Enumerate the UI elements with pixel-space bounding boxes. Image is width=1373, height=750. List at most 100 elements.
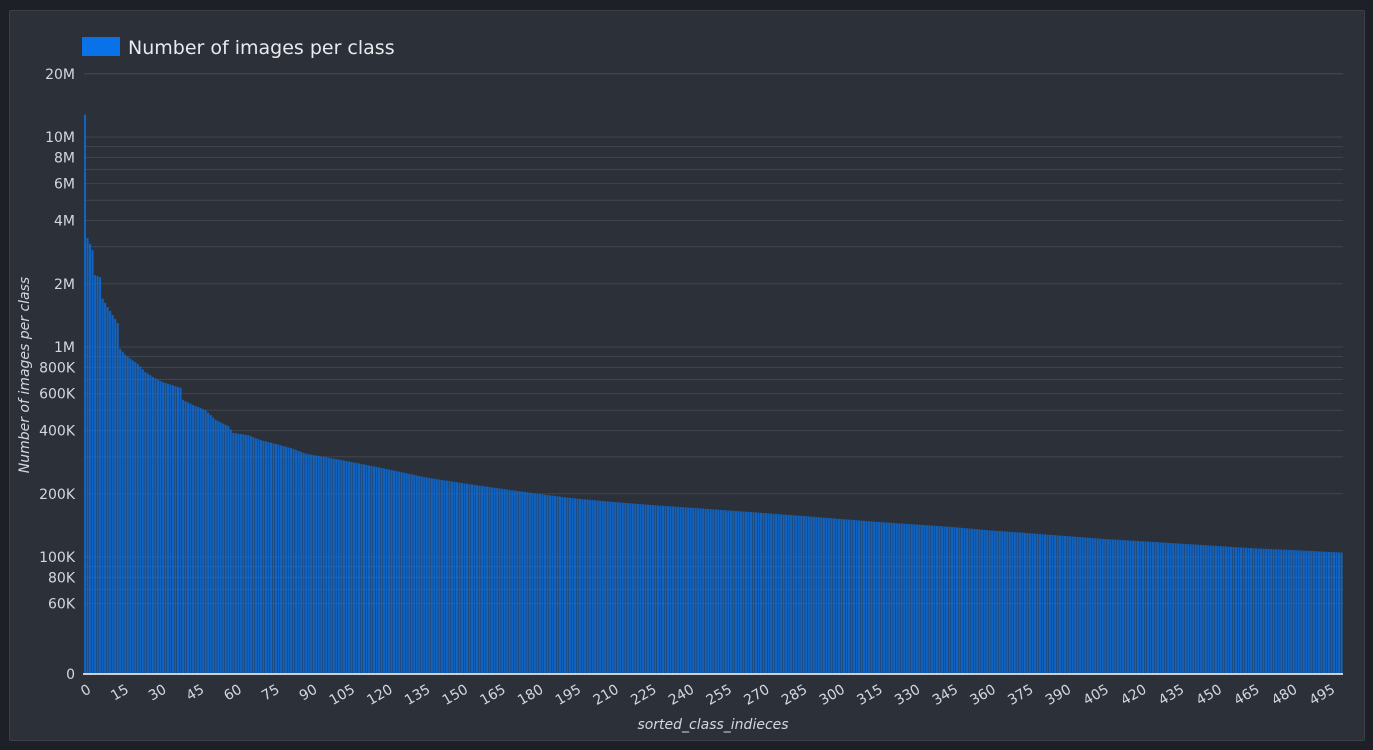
bar [817, 517, 820, 674]
bar [855, 520, 858, 674]
bar [976, 529, 979, 674]
x-tick-label: 270 [741, 682, 772, 709]
bar [395, 471, 398, 674]
bar [136, 363, 139, 674]
bar [790, 515, 793, 674]
bar [101, 298, 104, 674]
bar [159, 380, 162, 674]
bar [1016, 532, 1019, 674]
y-tick-label: 200K [39, 487, 76, 503]
bar [242, 434, 245, 674]
bar [192, 404, 195, 674]
bar [644, 504, 647, 674]
bar [1144, 541, 1147, 674]
bar [945, 526, 949, 674]
y-tick-label: 800K [39, 360, 76, 376]
bar [868, 521, 871, 674]
bar [584, 499, 587, 674]
bar [895, 523, 898, 674]
bar [141, 369, 144, 674]
bar [156, 379, 159, 674]
bar [1340, 552, 1343, 674]
bar [139, 366, 142, 674]
bar [860, 520, 863, 674]
x-tick-label: 465 [1231, 682, 1262, 709]
bar [197, 407, 200, 674]
bar [845, 519, 848, 674]
bar [712, 509, 715, 674]
bar [521, 491, 524, 674]
bar [443, 480, 446, 674]
y-tick-label: 1M [54, 340, 75, 356]
x-tick-label: 150 [440, 682, 471, 709]
bar [400, 472, 403, 674]
bar [953, 527, 956, 674]
bar [558, 496, 562, 674]
bar [503, 489, 506, 674]
bar [873, 521, 876, 674]
bar [1089, 537, 1092, 674]
bar [694, 508, 697, 674]
bar [1184, 543, 1187, 674]
bar [1300, 550, 1303, 674]
bar [182, 399, 185, 674]
bar [1064, 535, 1067, 674]
bar [1325, 551, 1328, 674]
bar [94, 275, 97, 674]
bar [408, 473, 411, 674]
bar [677, 506, 680, 674]
bar [1239, 547, 1243, 674]
bar [591, 500, 594, 674]
y-tick-label: 10M [45, 130, 75, 146]
bar [782, 514, 785, 674]
bar [576, 498, 579, 674]
bar [963, 528, 966, 674]
bar [375, 466, 378, 674]
x-tick-label: 345 [930, 682, 961, 709]
bar [1036, 533, 1039, 674]
bar [252, 437, 255, 674]
bar [340, 460, 343, 674]
x-tick-label: 105 [327, 682, 358, 709]
bar [1162, 542, 1165, 674]
bar [1066, 536, 1069, 674]
bar [1182, 543, 1185, 674]
bar [1174, 543, 1177, 674]
bar [290, 448, 293, 674]
bar [124, 354, 127, 674]
bar [611, 501, 614, 674]
bar [91, 249, 94, 674]
bar [486, 486, 489, 674]
bar [1021, 532, 1024, 674]
bar [875, 521, 878, 674]
bar [682, 507, 685, 674]
x-tick-label: 90 [297, 682, 320, 705]
bar [1006, 531, 1009, 674]
bar [1043, 534, 1047, 674]
x-tick-label: 300 [817, 682, 848, 709]
bar [785, 514, 788, 674]
bar [996, 530, 999, 674]
bar [526, 492, 529, 674]
bar [531, 493, 534, 674]
bar [772, 513, 775, 674]
bar [370, 465, 373, 674]
bar [1179, 543, 1182, 674]
bar [641, 504, 644, 674]
y-tick-label: 600K [39, 387, 76, 403]
bar [722, 510, 725, 674]
bar [116, 323, 119, 674]
bar [830, 518, 833, 674]
bar [956, 527, 959, 674]
bar [1031, 533, 1034, 674]
bar [151, 376, 154, 674]
bar [1126, 540, 1129, 674]
bar [164, 382, 167, 674]
bar [1237, 547, 1240, 674]
bar [1051, 534, 1054, 674]
x-tick-label: 285 [779, 682, 810, 709]
bar [609, 501, 612, 674]
bar [1121, 540, 1124, 674]
x-axis-ticks: 0 15 30 45 60 75 90 105 120 135 150 165 180 195 210 225… [78, 682, 1338, 709]
bar [1214, 545, 1217, 674]
